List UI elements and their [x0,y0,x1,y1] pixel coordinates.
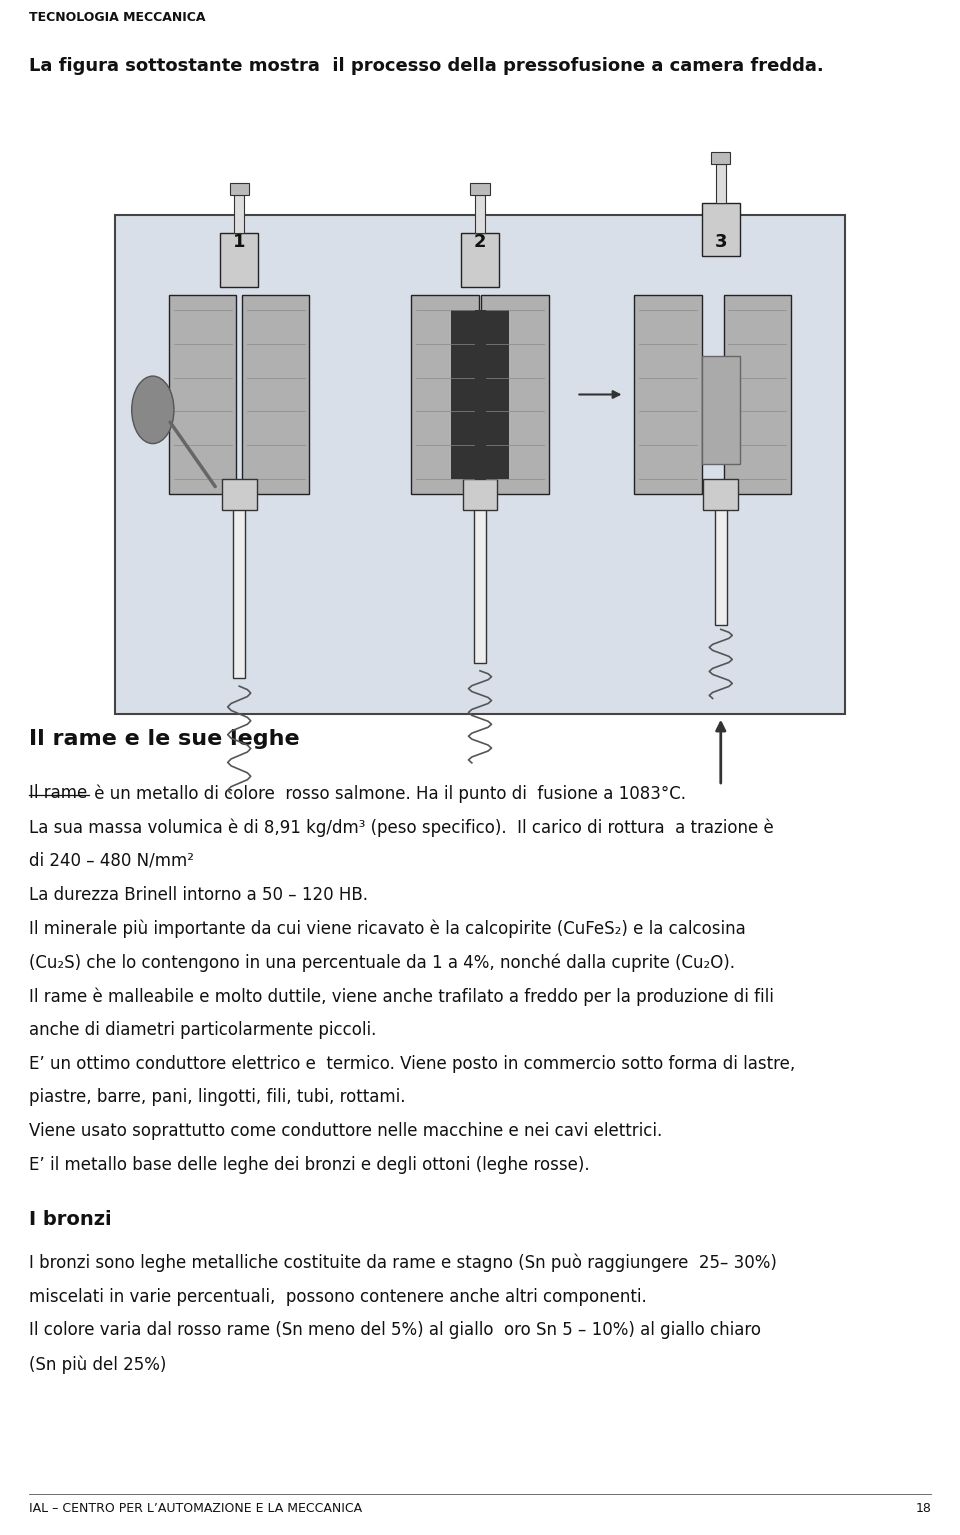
Text: è un metallo di colore  rosso salmone. Ha il punto di  fusione a 1083°C.: è un metallo di colore rosso salmone. Ha… [89,784,686,803]
Text: La figura sottostante mostra  il processo della pressofusione a camera fredda.: La figura sottostante mostra il processo… [29,57,824,75]
Bar [702,203,740,256]
Text: di 240 – 480 N/mm²: di 240 – 480 N/mm² [29,852,194,870]
Text: Il colore varia dal rosso rame (Sn meno del 5%) al giallo  oro Sn 5 – 10%) al gi: Il colore varia dal rosso rame (Sn meno … [29,1322,760,1340]
Text: E’ il metallo base delle leghe dei bronzi e degli ottoni (leghe rosse).: E’ il metallo base delle leghe dei bronz… [29,1156,589,1174]
Bar [169,295,236,494]
Text: La sua massa volumica è di 8,91 kg/dm³ (peso specifico).  Il carico di rottura  : La sua massa volumica è di 8,91 kg/dm³ (… [29,818,774,837]
Bar [222,479,256,510]
Text: E’ un ottimo conduttore elettrico e  termico. Viene posto in commercio sotto for: E’ un ottimo conduttore elettrico e term… [29,1055,795,1073]
Bar [470,183,490,195]
Text: 3: 3 [714,233,727,252]
Bar [220,233,258,287]
Bar [715,494,727,625]
Text: anche di diametri particolarmente piccoli.: anche di diametri particolarmente piccol… [29,1021,376,1039]
Text: 1: 1 [233,233,246,252]
Bar [481,295,548,494]
Bar [724,295,791,494]
Text: 18: 18 [915,1503,931,1515]
Bar [115,215,845,714]
Text: Il minerale più importante da cui viene ricavato è la calcopirite (CuFeS₂) e la : Il minerale più importante da cui viene … [29,919,746,938]
Text: 2: 2 [473,233,487,252]
Bar [451,310,509,479]
Bar [229,183,249,195]
Bar [233,494,245,678]
Text: IAL – CENTRO PER L’AUTOMAZIONE E LA MECCANICA: IAL – CENTRO PER L’AUTOMAZIONE E LA MECC… [29,1503,362,1515]
Text: TECNOLOGIA MECCANICA: TECNOLOGIA MECCANICA [29,11,205,23]
Text: Il rame: Il rame [29,784,87,803]
Bar [475,195,485,233]
Text: I bronzi: I bronzi [29,1210,111,1230]
Text: Il rame e le sue leghe: Il rame e le sue leghe [29,729,300,749]
Text: Il rame è malleabile e molto duttile, viene anche trafilato a freddo per la prod: Il rame è malleabile e molto duttile, vi… [29,987,774,1005]
Bar [461,233,499,287]
Text: (Sn più del 25%): (Sn più del 25%) [29,1355,166,1374]
Text: piastre, barre, pani, lingotti, fili, tubi, rottami.: piastre, barre, pani, lingotti, fili, tu… [29,1088,405,1107]
Bar [635,295,702,494]
Bar [242,295,309,494]
Text: I bronzi sono leghe metalliche costituite da rame e stagno (Sn può raggiungere  : I bronzi sono leghe metalliche costituit… [29,1254,777,1273]
Bar [702,356,740,464]
Bar [704,479,738,510]
Circle shape [132,376,174,444]
Text: Viene usato soprattutto come conduttore nelle macchine e nei cavi elettrici.: Viene usato soprattutto come conduttore … [29,1122,662,1141]
Bar [474,494,486,663]
Bar [463,479,497,510]
Bar [711,152,731,164]
Text: (Cu₂S) che lo contengono in una percentuale da 1 a 4%, nonché dalla cuprite (Cu₂: (Cu₂S) che lo contengono in una percentu… [29,953,734,972]
Text: La durezza Brinell intorno a 50 – 120 HB.: La durezza Brinell intorno a 50 – 120 HB… [29,886,368,904]
Text: miscelati in varie percentuali,  possono contenere anche altri componenti.: miscelati in varie percentuali, possono … [29,1288,646,1306]
Bar [411,295,478,494]
Bar [716,164,726,203]
Bar [234,195,244,233]
